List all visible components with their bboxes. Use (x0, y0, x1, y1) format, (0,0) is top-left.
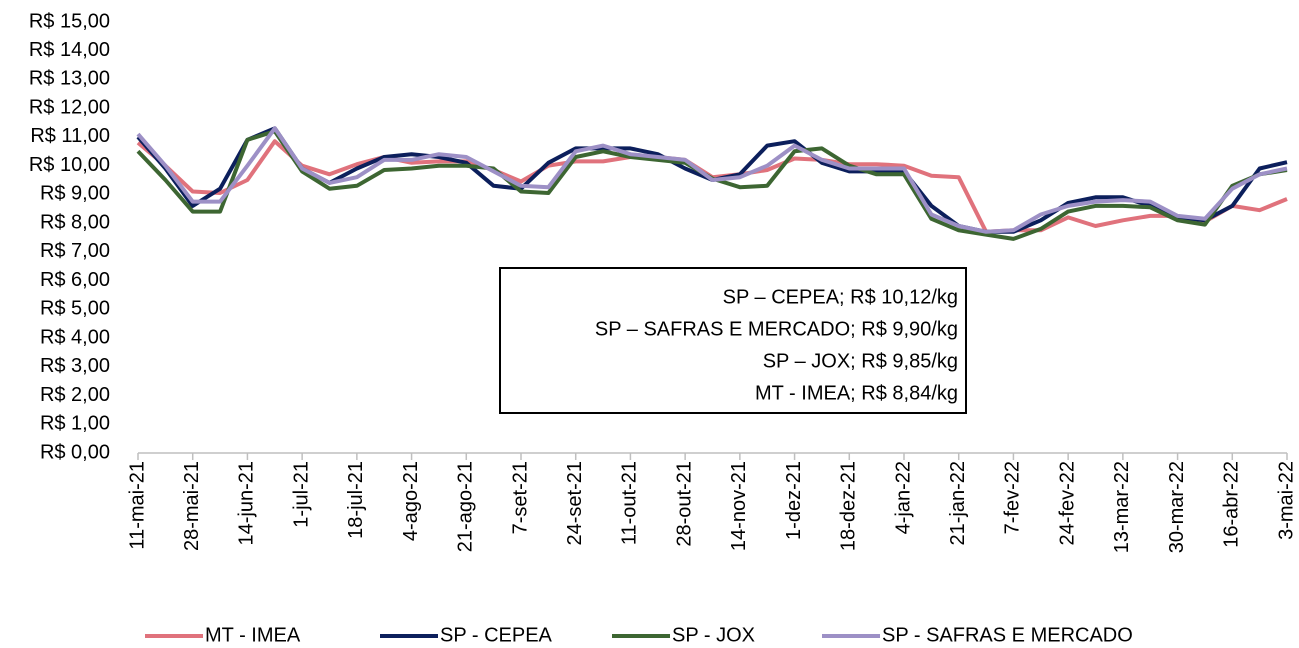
y-tick-label: R$ 7,00 (40, 240, 110, 262)
annotation: MT - IMEA; R$ 8,84/kg (755, 382, 958, 404)
y-tick-label: R$ 5,00 (40, 298, 110, 320)
x-tick-label: 28-mai-21 (181, 461, 203, 551)
x-tick-label: 18-jul-21 (345, 461, 367, 539)
legend-label: MT - IMEA (205, 624, 301, 646)
x-tick-label: 7-fev-22 (1002, 461, 1024, 534)
x-tick-label: 21-jan-22 (947, 461, 969, 546)
x-tick-label: 4-ago-21 (400, 461, 422, 541)
x-tick-label: 24-set-21 (564, 461, 586, 546)
x-tick-label: 21-ago-21 (455, 461, 477, 552)
y-tick-label: R$ 15,00 (29, 10, 110, 32)
y-tick-label: R$ 10,00 (29, 154, 110, 176)
y-tick-label: R$ 9,00 (40, 183, 110, 205)
legend-label: SP - CEPEA (440, 624, 553, 646)
x-tick-label: 7-set-21 (509, 461, 531, 534)
annotation: SP – JOX; R$ 9,85/kg (763, 350, 958, 372)
x-tick-label: 24-fev-22 (1056, 461, 1078, 546)
legend-label: SP - JOX (672, 624, 755, 646)
y-tick-label: R$ 1,00 (40, 413, 110, 435)
y-tick-label: R$ 8,00 (40, 211, 110, 233)
x-tick-label: 14-jun-21 (236, 461, 258, 546)
x-tick-label: 4-jan-22 (892, 461, 914, 534)
series-line (136, 126, 1288, 234)
x-tick-label: 11-out-21 (619, 461, 641, 545)
x-tick-label: 1-jul-21 (290, 461, 312, 528)
series-line (136, 139, 1288, 234)
annotation-box (499, 267, 967, 414)
y-tick-label: R$ 12,00 (29, 96, 110, 118)
x-tick-label: 16-abr-22 (1221, 461, 1243, 548)
x-tick-label: 3-mai-22 (1275, 461, 1297, 540)
y-tick-label: R$ 0,00 (40, 441, 110, 463)
y-tick-label: R$ 11,00 (30, 125, 110, 147)
y-tick-label: R$ 4,00 (40, 326, 110, 348)
x-tick-label: 30-mar-22 (1166, 461, 1188, 553)
x-tick-label: 18-dez-21 (838, 461, 860, 551)
x-tick-label: 11-mai-21 (126, 461, 148, 550)
annotation: SP – CEPEA; R$ 10,12/kg (723, 286, 958, 308)
x-tick-label: 1-dez-21 (783, 461, 805, 540)
x-tick-label: 13-mar-22 (1111, 461, 1133, 553)
legend-label: SP - SAFRAS E MERCADO (882, 624, 1133, 646)
y-tick-label: R$ 13,00 (29, 68, 110, 90)
x-tick-label: 28-out-21 (673, 461, 695, 547)
x-tick-label: 14-nov-21 (728, 461, 750, 551)
y-tick-label: R$ 6,00 (40, 269, 110, 291)
annotation: SP – SAFRAS E MERCADO; R$ 9,90/kg (595, 318, 958, 340)
y-tick-label: R$ 14,00 (29, 39, 110, 61)
y-tick-label: R$ 3,00 (40, 355, 110, 377)
y-tick-label: R$ 2,00 (40, 384, 110, 406)
